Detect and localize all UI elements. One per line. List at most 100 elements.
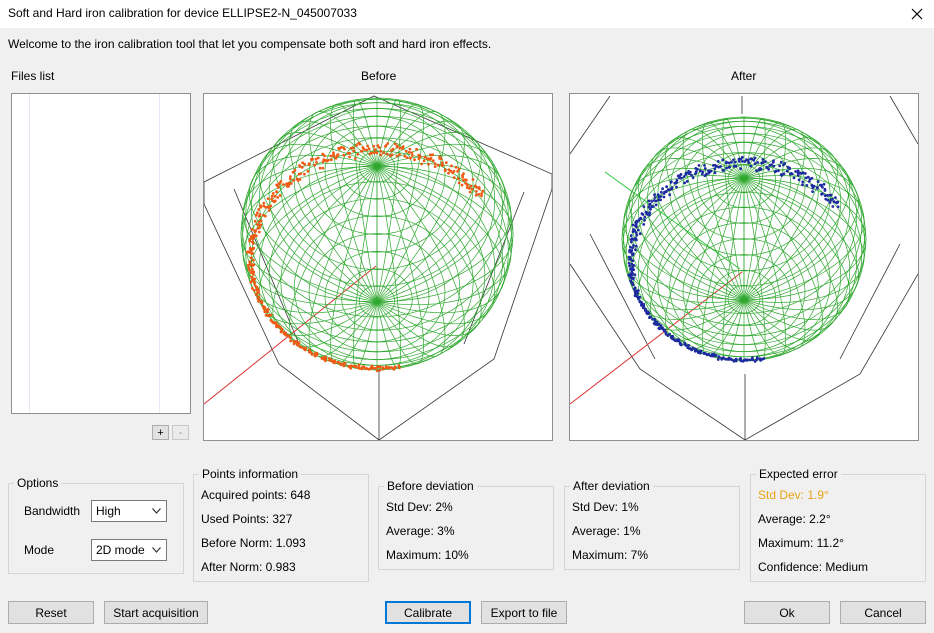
data-point <box>789 172 792 176</box>
data-point <box>686 346 690 349</box>
data-point <box>253 229 256 233</box>
data-point <box>466 183 469 187</box>
data-point <box>480 194 483 198</box>
data-point <box>646 312 649 316</box>
data-point <box>779 173 783 177</box>
files-list[interactable] <box>11 93 191 414</box>
data-point <box>271 192 275 195</box>
data-point <box>378 365 382 369</box>
used-points: Used Points: 327 <box>201 512 293 526</box>
add-file-button[interactable]: + <box>152 425 169 440</box>
data-point <box>269 318 273 322</box>
expected-error-group: Expected error <box>750 467 926 582</box>
after-deviation-legend: After deviation <box>573 479 650 493</box>
export-to-file-button[interactable]: Export to file <box>481 601 567 624</box>
data-point <box>757 168 761 172</box>
data-point <box>632 244 635 247</box>
data-point <box>454 165 458 169</box>
data-point <box>289 339 292 343</box>
data-point <box>306 169 310 173</box>
data-point <box>653 193 656 197</box>
close-button[interactable] <box>900 0 934 28</box>
calibrate-button[interactable]: Calibrate <box>385 601 471 624</box>
data-point <box>456 177 460 180</box>
data-point <box>823 187 827 191</box>
data-point <box>413 158 416 162</box>
data-point <box>360 367 364 371</box>
data-point <box>276 196 280 199</box>
data-point <box>264 313 268 317</box>
data-point <box>452 169 456 173</box>
data-point <box>635 295 639 298</box>
data-point <box>366 144 369 148</box>
after-label: After <box>731 69 757 83</box>
data-point <box>703 167 707 170</box>
data-point <box>747 161 751 165</box>
data-point <box>477 192 481 196</box>
data-point <box>650 205 654 209</box>
data-point <box>633 289 637 293</box>
data-point <box>285 182 288 186</box>
data-point <box>633 294 637 298</box>
data-point <box>633 273 637 277</box>
cancel-button[interactable]: Cancel <box>840 601 926 624</box>
data-point <box>398 153 401 156</box>
data-point <box>438 155 441 159</box>
data-point <box>785 169 789 173</box>
data-point <box>673 339 677 342</box>
data-point <box>713 167 717 171</box>
expected-average: Average: 2.2° <box>758 512 831 526</box>
data-point <box>404 149 408 153</box>
data-point <box>821 185 824 189</box>
data-point <box>255 285 259 289</box>
data-point <box>401 147 404 150</box>
data-point <box>732 164 736 168</box>
data-point <box>384 144 388 148</box>
data-point <box>639 216 643 220</box>
remove-file-button[interactable]: - <box>172 425 189 440</box>
data-point <box>378 368 382 372</box>
data-point <box>474 184 477 188</box>
data-point <box>629 238 633 241</box>
data-point <box>440 163 444 167</box>
data-point <box>298 164 301 167</box>
after-3d-view[interactable] <box>569 93 919 441</box>
data-point <box>755 358 758 362</box>
mode-select[interactable]: 2D mode <box>91 539 167 561</box>
data-point <box>695 349 699 353</box>
data-point <box>248 239 252 243</box>
data-point <box>381 367 385 371</box>
data-point <box>409 156 412 160</box>
data-point <box>251 237 255 241</box>
data-point <box>727 165 731 169</box>
data-point <box>376 144 380 148</box>
data-point <box>683 341 687 345</box>
data-point <box>251 267 254 271</box>
before-3d-view[interactable] <box>203 93 553 441</box>
reset-button[interactable]: Reset <box>8 601 94 624</box>
data-point <box>257 214 261 218</box>
data-point <box>447 171 450 175</box>
data-point <box>271 199 275 203</box>
data-point <box>375 369 379 373</box>
data-point <box>257 220 261 224</box>
data-point <box>655 323 659 327</box>
data-point <box>653 318 657 321</box>
bandwidth-select[interactable]: High <box>91 500 167 522</box>
data-point <box>644 309 647 312</box>
data-point <box>293 168 297 172</box>
start-acquisition-button[interactable]: Start acquisition <box>104 601 208 624</box>
data-point <box>751 358 754 361</box>
acquired-points: Acquired points: 648 <box>201 488 311 502</box>
data-point <box>260 301 263 305</box>
data-point <box>713 171 717 175</box>
data-point <box>259 205 263 209</box>
data-point <box>627 273 631 277</box>
data-point <box>773 170 777 174</box>
data-point <box>823 194 827 197</box>
ok-button[interactable]: Ok <box>744 601 830 624</box>
data-point <box>460 183 464 187</box>
data-point <box>427 162 430 166</box>
data-point <box>250 275 254 279</box>
data-point <box>360 149 363 153</box>
